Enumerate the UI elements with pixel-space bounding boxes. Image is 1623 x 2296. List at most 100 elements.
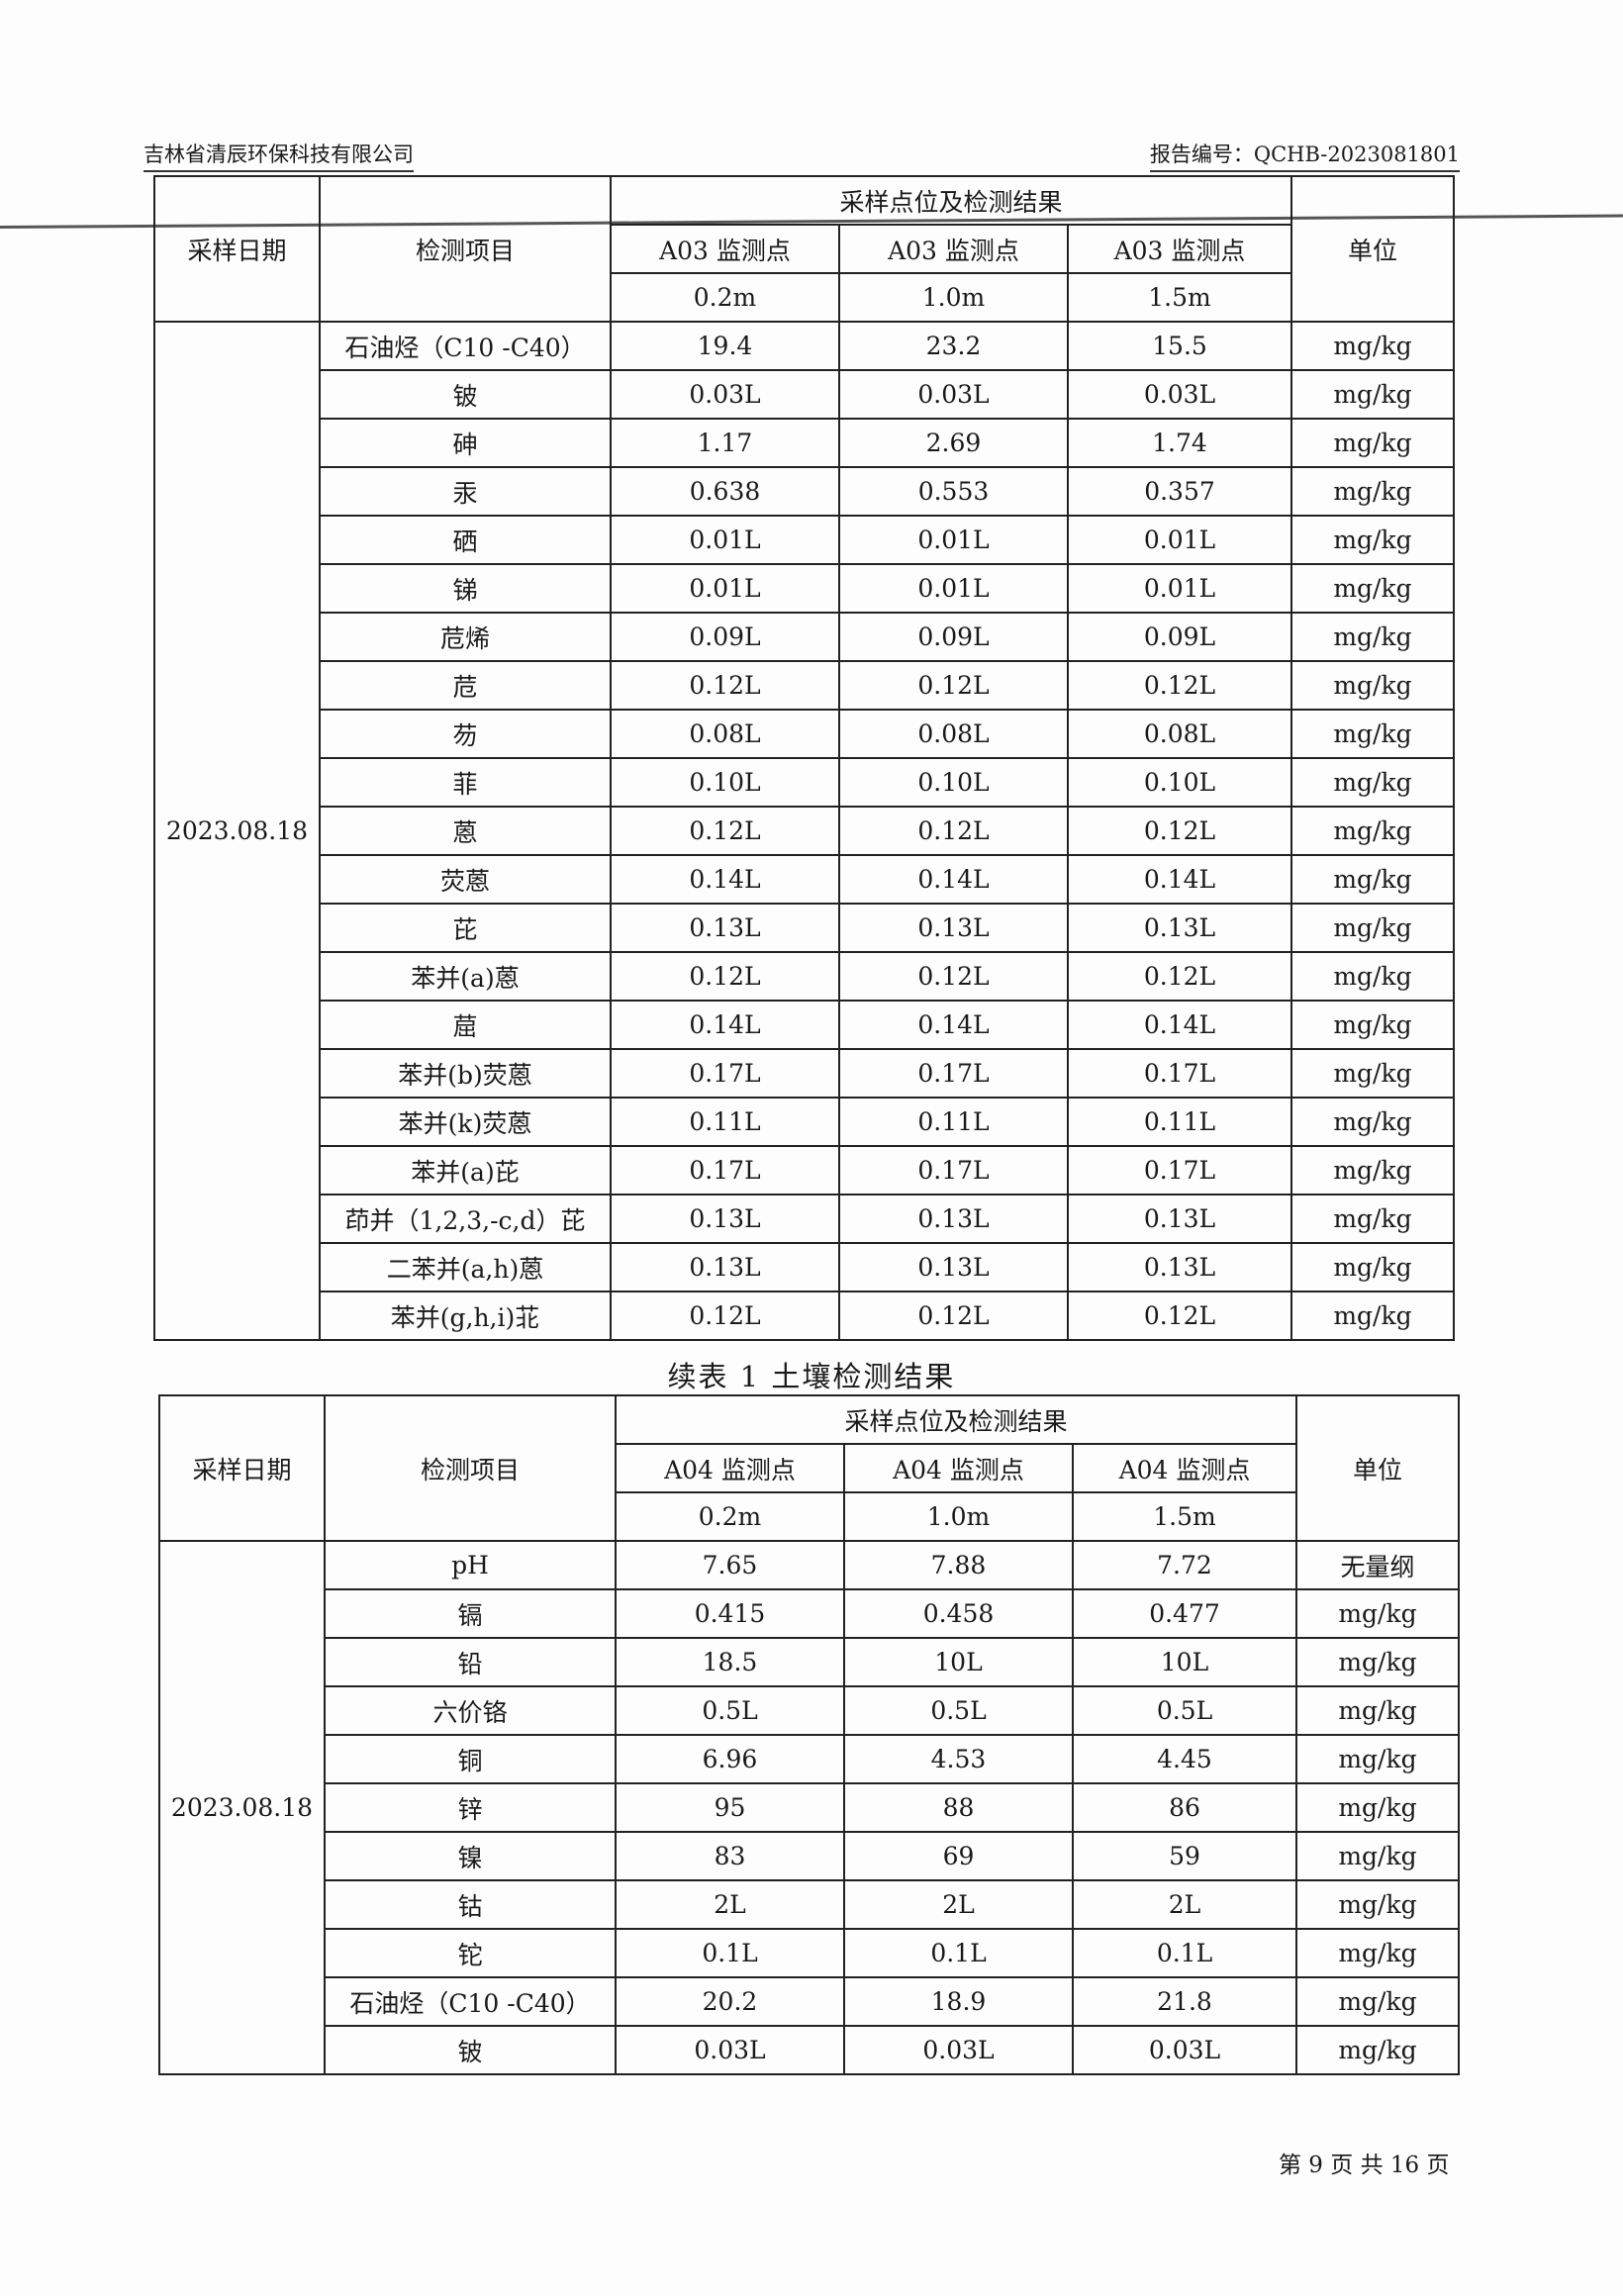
page-number: 第 9 页 共 16 页 [1279, 2152, 1450, 2178]
table-row: 茚并（1,2,3,-c,d）芘 0.13L 0.13L 0.13L mg/kg [154, 1194, 1455, 1244]
table-row: 锌 95 88 86 mg/kg [159, 1782, 1460, 1833]
table-row: 苯并(g,h,i)苝 0.12L 0.12L 0.12L mg/kg [154, 1291, 1455, 1341]
result-value: 0.09L [1067, 612, 1292, 662]
result-value: 0.17L [1067, 1048, 1292, 1099]
result-value: 0.458 [843, 1588, 1074, 1639]
result-value: 0.12L [1067, 660, 1292, 711]
header-depth: 1.5m [1072, 1491, 1297, 1542]
result-value: 95 [615, 1782, 845, 1833]
result-value: 0.14L [1067, 1000, 1292, 1050]
result-value: 0.03L [610, 369, 840, 420]
result-value: 0.12L [838, 951, 1069, 1002]
result-value: 23.2 [838, 321, 1069, 371]
result-value: 0.10L [1067, 757, 1292, 808]
result-value: 0.13L [610, 1194, 840, 1244]
sampling-date: 2023.08.18 [153, 321, 321, 1341]
test-item: 铍 [324, 2025, 617, 2075]
result-value: 0.17L [610, 1048, 840, 1099]
header-depth: 1.0m [843, 1491, 1074, 1542]
table-row: 镍 83 69 59 mg/kg [159, 1831, 1460, 1881]
unit: mg/kg [1290, 369, 1455, 420]
header-date: 采样日期 [153, 175, 321, 323]
header-point: A04 监测点 [615, 1443, 845, 1493]
result-value: 0.08L [838, 709, 1069, 759]
result-value: 0.10L [610, 757, 840, 808]
table-row: 六价铬 0.5L 0.5L 0.5L mg/kg [159, 1685, 1460, 1736]
result-value: 7.65 [615, 1540, 845, 1590]
result-value: 0.11L [610, 1097, 840, 1147]
result-value: 0.03L [615, 2025, 845, 2075]
unit: mg/kg [1290, 709, 1455, 759]
result-value: 0.12L [610, 806, 840, 856]
unit: mg/kg [1290, 903, 1455, 953]
table-row: 苊烯 0.09L 0.09L 0.09L mg/kg [154, 612, 1455, 662]
test-item: 䓛 [319, 1000, 612, 1050]
result-value: 6.96 [615, 1734, 845, 1784]
header-row: 采样日期 检测项目 采样点位及检测结果 单位 [153, 175, 1455, 323]
result-value: 0.5L [615, 1685, 845, 1736]
header-points-row: A04 监测点 A04 监测点 A04 监测点 [159, 1443, 1459, 1493]
header-unit: 单位 [1290, 175, 1455, 323]
test-item: 石油烃（C10 -C40） [319, 321, 612, 371]
test-item: 锑 [319, 563, 612, 614]
unit: mg/kg [1295, 1637, 1460, 1687]
unit: mg/kg [1290, 1291, 1455, 1341]
test-item: 苯并(a)芘 [319, 1145, 612, 1196]
header-item: 检测项目 [319, 175, 612, 323]
table-row: 苯并(b)荧蒽 0.17L 0.17L 0.17L mg/kg [154, 1048, 1455, 1099]
unit: mg/kg [1290, 563, 1455, 614]
result-value: 20.2 [615, 1976, 845, 2027]
unit: mg/kg [1290, 660, 1455, 711]
unit: mg/kg [1290, 951, 1455, 1002]
test-item: 苯并(b)荧蒽 [319, 1048, 612, 1099]
result-value: 0.12L [610, 1291, 840, 1341]
result-value: 0.14L [610, 854, 840, 905]
table-row: 石油烃（C10 -C40） 20.2 18.9 21.8 mg/kg [159, 1976, 1460, 2027]
result-value: 0.01L [1067, 515, 1292, 565]
table-row: 2023.08.18 pH 7.65 7.88 7.72 无量纲 [158, 1540, 1460, 2075]
result-value: 0.17L [1067, 1145, 1292, 1196]
table-row: 菲 0.10L 0.10L 0.10L mg/kg [154, 757, 1455, 808]
header-depth-row: 0.2m 1.0m 1.5m [159, 1491, 1459, 1542]
table-row: 芴 0.08L 0.08L 0.08L mg/kg [154, 709, 1455, 759]
header-point: A03 监测点 [838, 224, 1069, 274]
table-row: 苯并(k)荧蒽 0.11L 0.11L 0.11L mg/kg [154, 1097, 1455, 1147]
result-value: 2L [615, 1879, 845, 1930]
header-depth: 0.2m [615, 1491, 845, 1542]
table-row: 苯并(a)蒽 0.12L 0.12L 0.12L mg/kg [154, 951, 1455, 1002]
unit: mg/kg [1295, 1782, 1460, 1833]
result-value: 1.17 [610, 418, 840, 468]
result-value: 69 [843, 1831, 1074, 1881]
result-value: 0.14L [838, 854, 1069, 905]
unit: mg/kg [1290, 612, 1455, 662]
result-value: 0.01L [838, 515, 1069, 565]
unit: mg/kg [1290, 1242, 1455, 1292]
test-item: 砷 [319, 418, 612, 468]
unit: mg/kg [1290, 321, 1455, 371]
result-value: 0.12L [610, 660, 840, 711]
result-value: 0.11L [1067, 1097, 1292, 1147]
result-value: 0.13L [1067, 1194, 1292, 1244]
header-group: 采样点位及检测结果 [615, 1394, 1297, 1445]
header-row: 采样日期 检测项目 采样点位及检测结果 单位 [158, 1394, 1460, 1542]
result-value: 0.13L [838, 903, 1069, 953]
table-row: 蒽 0.12L 0.12L 0.12L mg/kg [154, 806, 1455, 856]
table-row: 砷 1.17 2.69 1.74 mg/kg [154, 418, 1455, 468]
result-value: 0.1L [615, 1928, 845, 1978]
result-value: 0.13L [1067, 1242, 1292, 1292]
test-item: 芴 [319, 709, 612, 759]
unit: mg/kg [1290, 1097, 1455, 1147]
result-value: 0.12L [1067, 806, 1292, 856]
test-item: 二苯并(a,h)蒽 [319, 1242, 612, 1292]
header-group: 采样点位及检测结果 [610, 175, 1292, 226]
result-value: 7.72 [1072, 1540, 1297, 1590]
table-row: 铜 6.96 4.53 4.45 mg/kg [159, 1734, 1460, 1784]
unit: mg/kg [1295, 1588, 1460, 1639]
test-item: 六价铬 [324, 1685, 617, 1736]
result-value: 2L [1072, 1879, 1297, 1930]
result-value: 0.14L [1067, 854, 1292, 905]
result-value: 0.12L [838, 1291, 1069, 1341]
results-table-a04: 采样日期 检测项目 采样点位及检测结果 单位 A04 监测点 A04 监测点 A04 监测点… [158, 1394, 1460, 2075]
table-row: 铍 0.03L 0.03L 0.03L mg/kg [159, 2025, 1460, 2075]
result-value: 2.69 [838, 418, 1069, 468]
